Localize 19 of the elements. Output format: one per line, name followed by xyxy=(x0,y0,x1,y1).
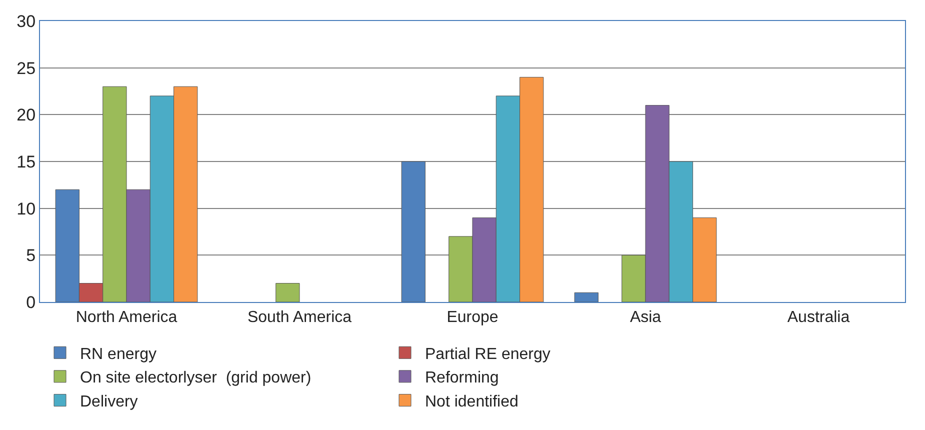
y-tick-label: 0 xyxy=(26,292,36,312)
legend-label: Delivery xyxy=(80,393,138,410)
y-tick-label: 10 xyxy=(16,199,36,218)
y-tick-label: 20 xyxy=(16,106,36,125)
x-tick-label: North America xyxy=(76,309,178,326)
legend-label: Partial RE energy xyxy=(425,346,550,363)
legend-label: Not identified xyxy=(425,393,518,410)
x-tick-label: Australia xyxy=(787,309,850,326)
legend-label: On site electorlyser (grid power) xyxy=(80,370,312,387)
x-tick-label: South America xyxy=(247,309,352,326)
x-tick-label: Europe xyxy=(446,309,498,326)
y-tick-label: 25 xyxy=(16,58,36,78)
legend-label: RN energy xyxy=(80,346,156,363)
legend-label: Reforming xyxy=(425,370,499,387)
y-tick-label: 15 xyxy=(16,152,36,172)
x-tick-label: Asia xyxy=(630,309,662,326)
y-tick-label: 5 xyxy=(26,246,36,266)
bar xyxy=(276,283,300,302)
y-tick-label: 30 xyxy=(16,12,36,31)
